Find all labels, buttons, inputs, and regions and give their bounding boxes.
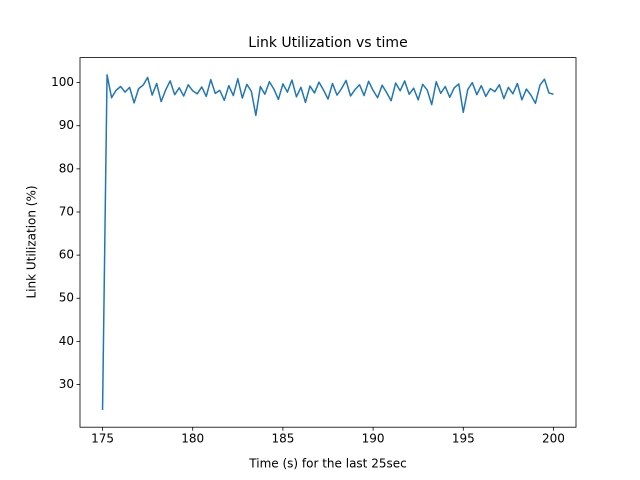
chart-title: Link Utilization vs time xyxy=(248,35,407,51)
y-tick-label: 70 xyxy=(59,204,74,218)
x-axis-label: Time (s) for the last 25sec xyxy=(248,457,406,471)
x-tick-label: 200 xyxy=(542,432,565,446)
x-tick-label: 195 xyxy=(452,432,475,446)
y-tick-label: 50 xyxy=(59,291,74,305)
line-series xyxy=(101,74,554,410)
x-tick-label: 175 xyxy=(91,432,114,446)
x-tick-label: 190 xyxy=(362,432,385,446)
y-tick-label: 80 xyxy=(59,161,74,175)
y-tick-label: 60 xyxy=(59,248,74,262)
axes-frame xyxy=(79,57,577,428)
x-tick-label: 185 xyxy=(271,432,294,446)
y-tick-label: 100 xyxy=(51,75,74,89)
y-axis-label: Link Utilization (%) xyxy=(25,185,39,298)
y-tick-label: 30 xyxy=(59,377,74,391)
x-tick-label: 180 xyxy=(181,432,204,446)
y-tick-label: 90 xyxy=(59,118,74,132)
y-tick-label: 40 xyxy=(59,334,74,348)
